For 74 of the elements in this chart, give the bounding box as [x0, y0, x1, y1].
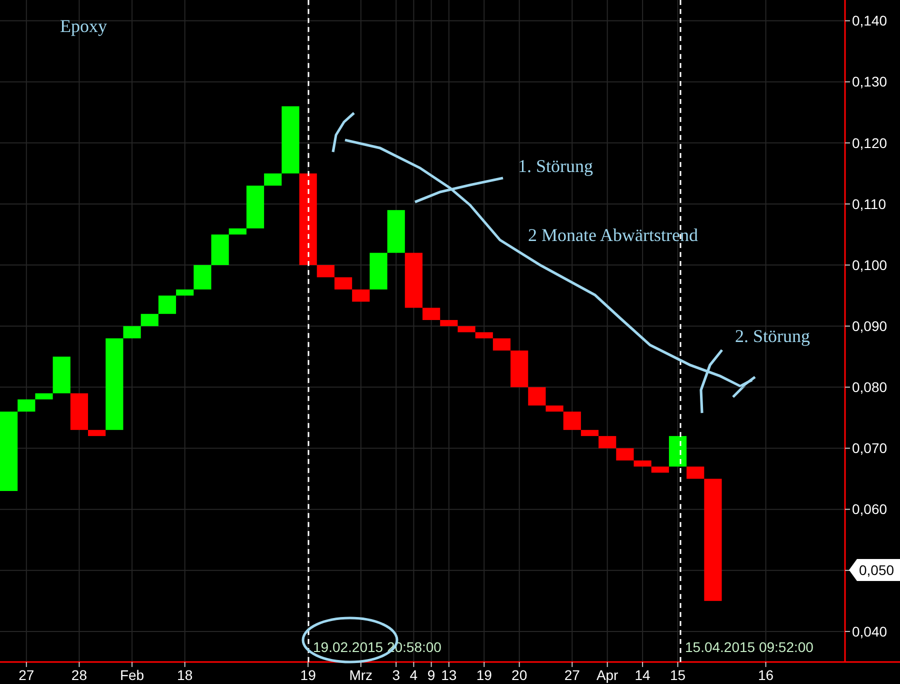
bar — [634, 460, 652, 467]
x-tick-label: 28 — [71, 667, 88, 683]
x-tick-label: 18 — [177, 667, 193, 683]
y-tick-label: 0,130 — [852, 74, 888, 90]
y-tick-label: 0,070 — [852, 440, 888, 456]
bar — [52, 356, 70, 394]
bar — [123, 326, 141, 338]
x-tick-label: Feb — [120, 667, 144, 683]
bar — [528, 387, 546, 406]
bar — [158, 296, 176, 314]
bar — [668, 436, 687, 467]
y-tick-label: 0,090 — [852, 318, 888, 334]
bar — [475, 332, 493, 338]
y-tick-label: 0,060 — [852, 501, 888, 518]
y-tick-label: 0,080 — [852, 379, 888, 396]
bar — [510, 350, 528, 388]
bar — [440, 320, 458, 326]
bar — [70, 393, 88, 430]
y-tick-label: 0,140 — [852, 12, 888, 29]
bar — [492, 338, 511, 351]
annotation: 1. Störung — [518, 156, 594, 176]
bar — [176, 289, 194, 296]
x-tick-label: Apr — [596, 667, 619, 683]
bar — [580, 430, 599, 436]
bar — [0, 412, 18, 492]
bar — [616, 448, 634, 460]
bar — [704, 478, 722, 601]
bar — [316, 265, 334, 278]
bar — [246, 186, 264, 228]
bar — [228, 228, 246, 235]
bar — [458, 326, 476, 332]
x-tick-label: 16 — [758, 667, 774, 683]
bar — [563, 412, 581, 430]
bar — [18, 399, 36, 412]
bar — [35, 393, 53, 400]
x-tick-label: 4 — [410, 667, 418, 683]
x-tick-label: 13 — [441, 667, 457, 683]
bar — [387, 210, 405, 253]
x-tick-label: 3 — [392, 667, 400, 683]
bar — [106, 338, 124, 430]
x-tick-label: 19 — [300, 667, 316, 683]
x-tick-label: 14 — [634, 667, 651, 683]
bar — [352, 289, 370, 302]
bar — [546, 406, 564, 412]
bar — [211, 234, 229, 266]
text: 0,050 — [859, 562, 894, 578]
annotation: 2 Monate Abwärtstrend — [528, 225, 698, 245]
x-tick-label: 19 — [476, 667, 492, 683]
x-tick-label: 15 — [670, 667, 686, 683]
x-tick-label: 20 — [512, 667, 528, 683]
annotation: 2. Störung — [735, 326, 810, 346]
bar — [422, 308, 440, 320]
bar — [282, 106, 300, 174]
bar — [686, 466, 704, 479]
bar — [88, 430, 106, 436]
bar — [651, 466, 669, 473]
bar — [299, 173, 317, 266]
bar — [370, 252, 388, 290]
y-tick-label: 0,040 — [852, 623, 888, 640]
bar — [334, 277, 352, 290]
y-tick-label: 0,100 — [852, 256, 888, 273]
text: Epoxy — [60, 16, 107, 36]
x-tick-label: 27 — [18, 667, 34, 683]
bar — [404, 252, 422, 308]
bar — [598, 436, 616, 448]
annotation: 15.04.2015 09:52:00 — [685, 639, 814, 655]
bar — [194, 265, 212, 290]
x-tick-label: 9 — [427, 667, 436, 683]
y-tick-label: 0,120 — [852, 134, 888, 151]
bar — [264, 173, 282, 186]
x-tick-label: 27 — [564, 667, 580, 683]
y-tick-label: 0,110 — [852, 196, 886, 212]
x-tick-label: Mrz — [349, 667, 373, 683]
bar — [140, 314, 158, 326]
